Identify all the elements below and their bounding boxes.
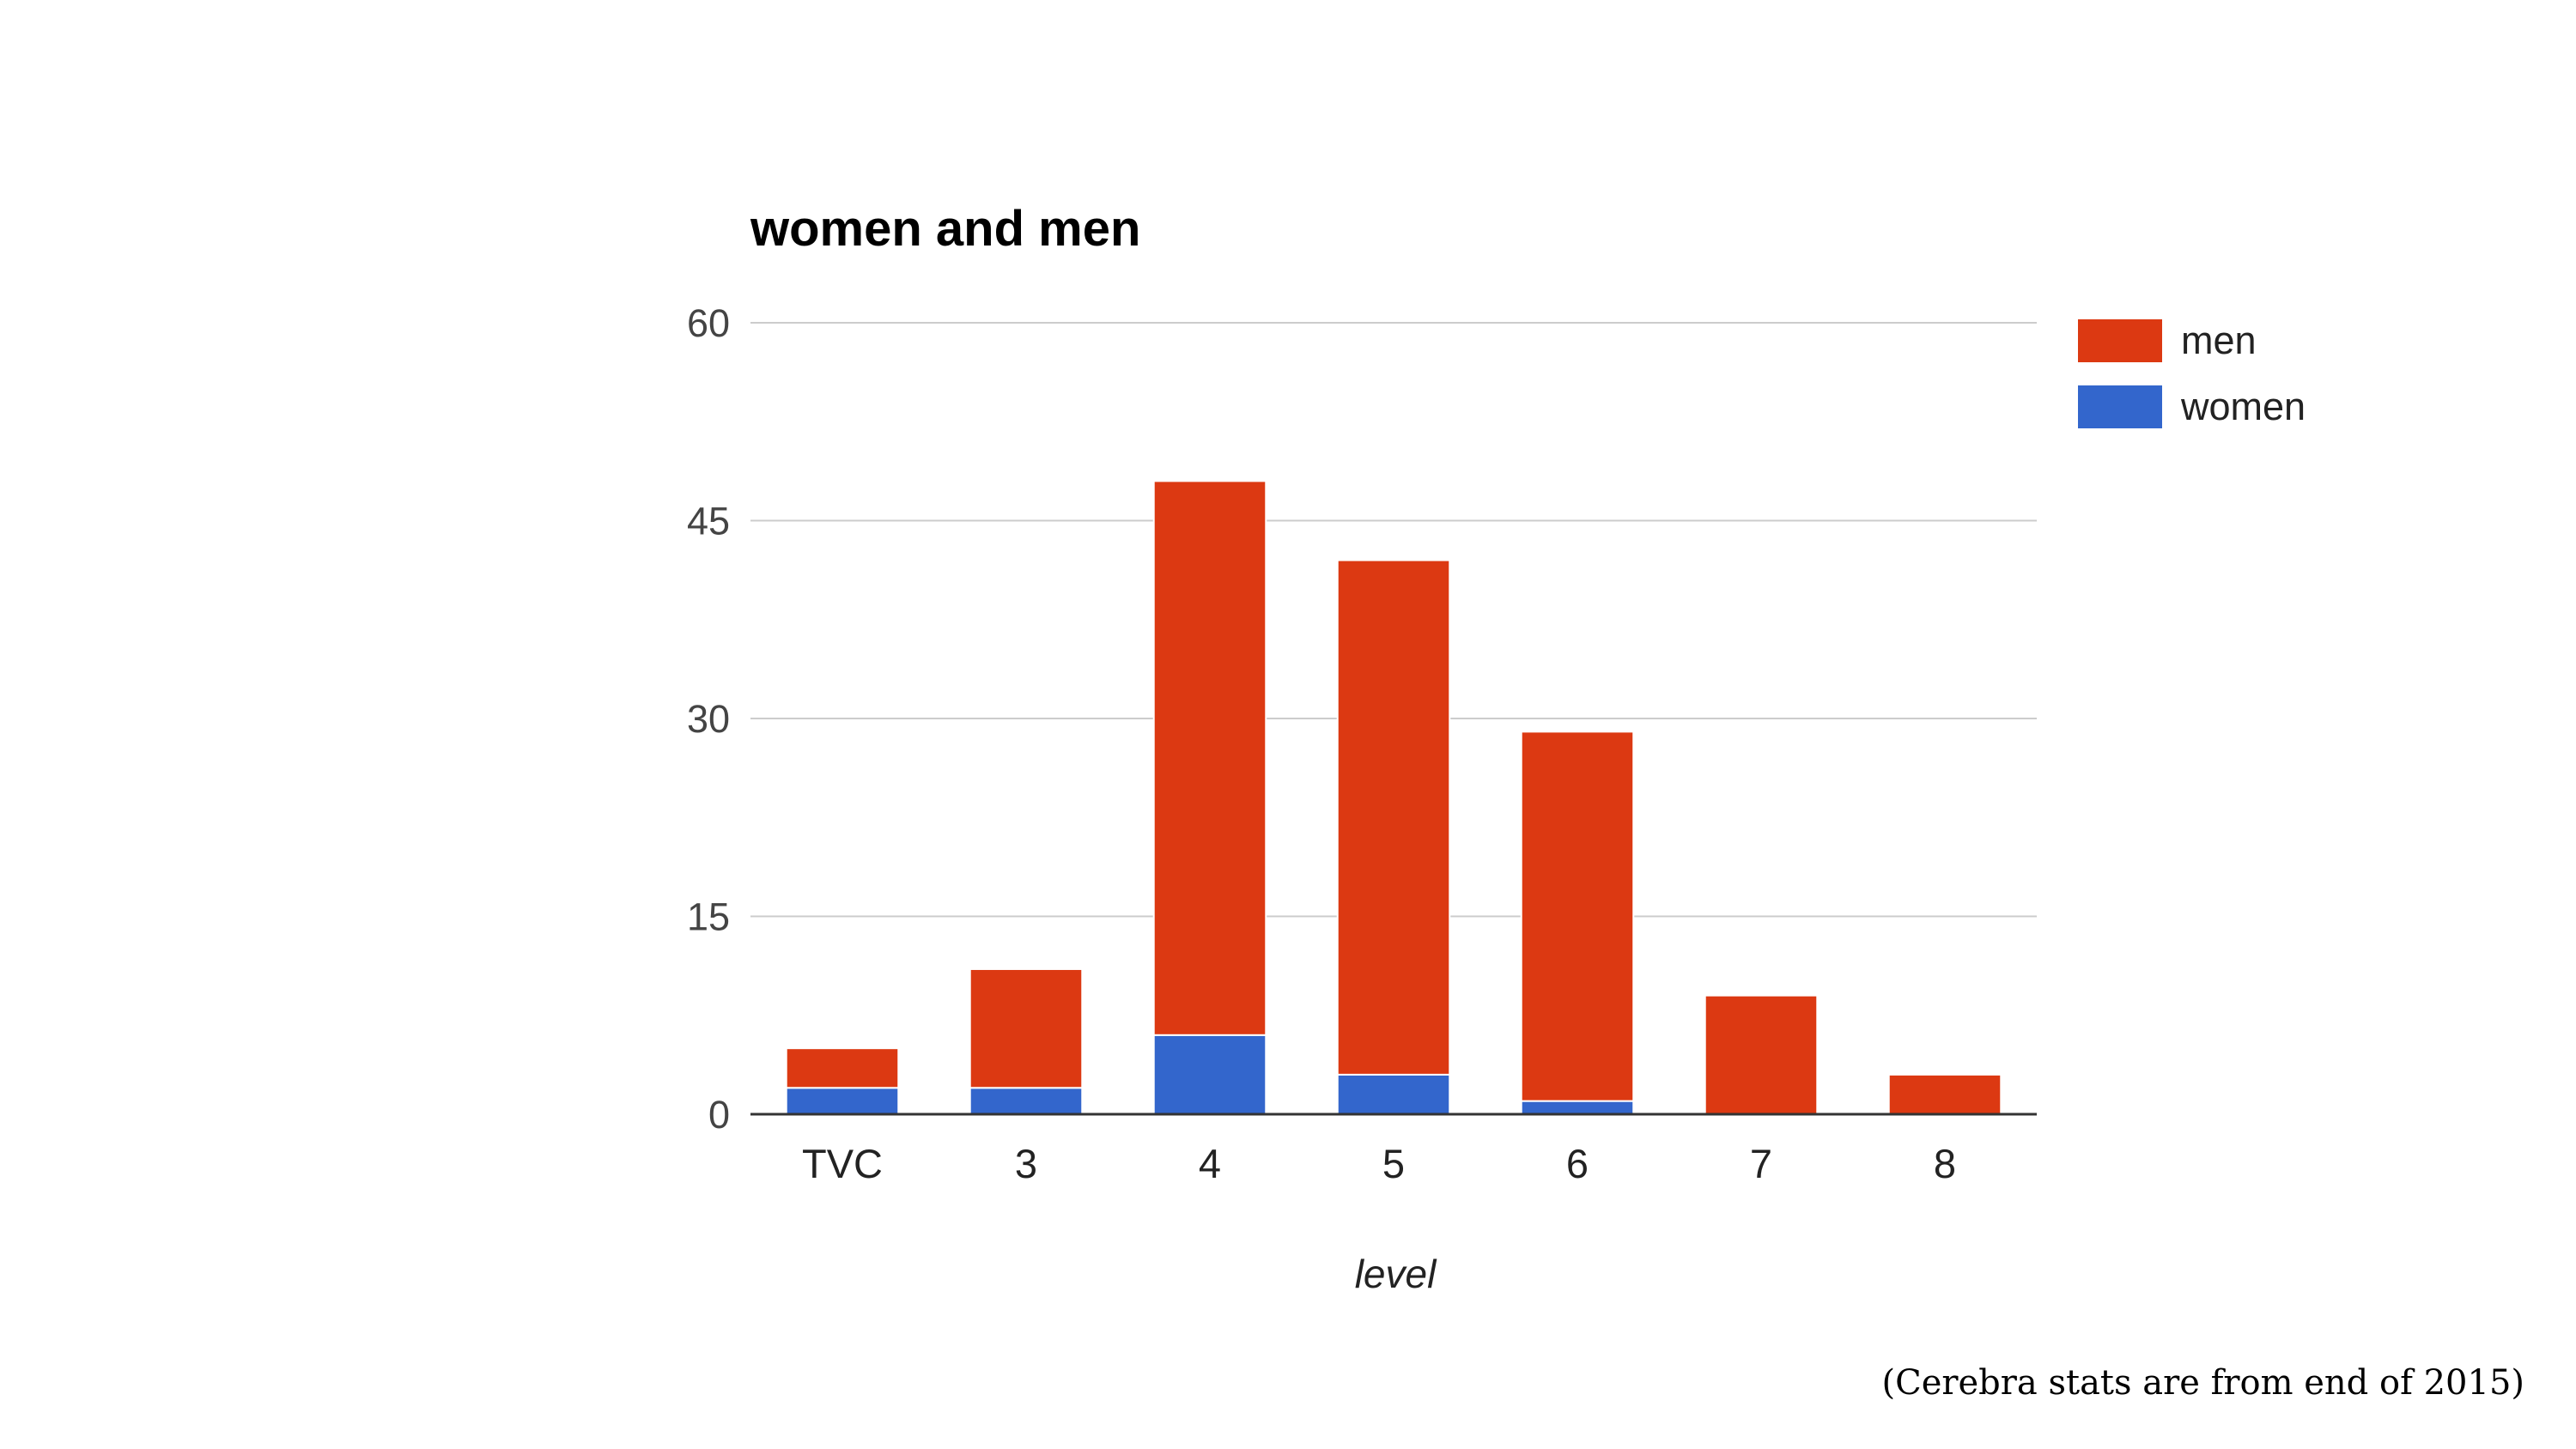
x-tick-label: 3 [1015, 1141, 1037, 1186]
x-tick-label: 8 [1934, 1141, 1956, 1186]
bar-women-4 [1152, 1034, 1267, 1116]
bar-men-3 [969, 967, 1084, 1089]
bar-men-4 [1152, 480, 1267, 1036]
x-tick-label: TVC [802, 1141, 883, 1186]
y-tick-label: 15 [687, 895, 730, 939]
x-tick-label: 7 [1750, 1141, 1772, 1186]
x-tick-label: 5 [1382, 1141, 1405, 1186]
legend: men women [2078, 318, 2306, 428]
x-axis-label: level [1355, 1252, 1437, 1296]
y-tick-label: 0 [708, 1093, 730, 1137]
bar-men-7 [1704, 994, 1819, 1115]
y-tick-label: 60 [687, 301, 730, 345]
bar-men-6 [1520, 731, 1635, 1102]
bar-men-5 [1336, 559, 1451, 1076]
bar-men-TVC [785, 1047, 900, 1089]
y-tick-label: 30 [687, 697, 730, 741]
chart-title: women and men [750, 201, 1140, 257]
legend-swatch-men [2078, 319, 2162, 362]
y-tick-label: 45 [687, 500, 730, 543]
x-tick-label: 4 [1199, 1141, 1221, 1186]
source-footnote: (Cerebra stats are from end of 2015) [1881, 1363, 2525, 1403]
bars [785, 480, 2002, 1116]
bar-women-5 [1336, 1073, 1451, 1116]
legend-label-men: men [2181, 318, 2257, 362]
x-axis-ticks: TVC 3 4 5 6 7 8 [802, 1141, 1956, 1186]
x-tick-label: 6 [1566, 1141, 1589, 1186]
legend-label-women: women [2180, 385, 2306, 428]
bar-women-6 [1520, 1100, 1635, 1115]
legend-swatch-women [2078, 385, 2162, 428]
bar-women-TVC [785, 1087, 900, 1116]
y-axis-ticks: 0 15 30 45 60 [687, 301, 730, 1137]
bar-men-8 [1887, 1073, 2002, 1116]
bar-women-3 [969, 1087, 1084, 1116]
